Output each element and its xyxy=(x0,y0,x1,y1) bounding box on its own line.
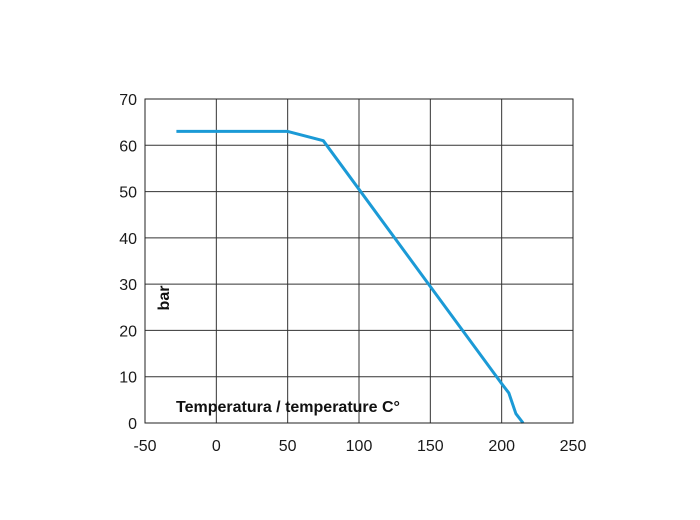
y-axis-label: bar xyxy=(156,286,173,311)
series-layer xyxy=(176,131,523,423)
x-axis-label: Temperatura / temperature C° xyxy=(176,399,400,416)
y-tick-label-6: 60 xyxy=(119,138,137,155)
x-tick-label-4: 150 xyxy=(417,438,444,455)
x-tick-label-0: -50 xyxy=(133,438,156,455)
y-tick-label-3: 30 xyxy=(119,277,137,294)
y-tick-label-5: 50 xyxy=(119,185,137,202)
chart-grid xyxy=(145,99,573,423)
x-tick-label-6: 250 xyxy=(560,438,587,455)
x-tick-label-2: 50 xyxy=(279,438,297,455)
y-tick-label-7: 70 xyxy=(119,92,137,109)
x-tick-label-5: 200 xyxy=(488,438,515,455)
series-line-0 xyxy=(176,131,523,423)
x-tick-labels: -50 0 50 100 150 200 250 xyxy=(133,438,586,455)
y-tick-label-4: 40 xyxy=(119,231,137,248)
y-tick-label-1: 10 xyxy=(119,370,137,387)
y-tick-label-0: 0 xyxy=(128,416,137,433)
x-tick-label-1: 0 xyxy=(212,438,221,455)
y-tick-label-2: 20 xyxy=(119,323,137,340)
y-tick-labels: 0 10 20 30 40 50 60 70 xyxy=(119,92,137,433)
x-tick-label-3: 100 xyxy=(346,438,373,455)
